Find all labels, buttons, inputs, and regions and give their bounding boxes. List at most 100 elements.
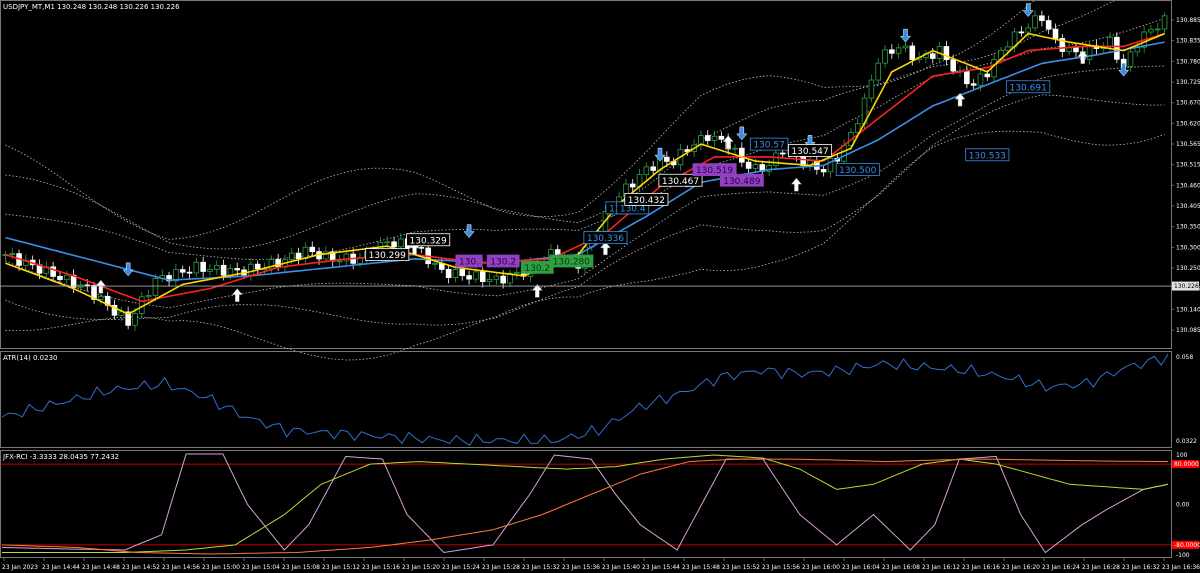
band-line (5, 18, 1165, 261)
price-label-text: 130.467 (662, 177, 699, 187)
rci-mid-line (2, 454, 1169, 553)
candle (773, 148, 779, 171)
atr-tick-label: 0.0322 (1176, 438, 1197, 445)
time-tick-label: 23 Jan 15:40 (602, 564, 640, 571)
candle (970, 79, 977, 91)
rci-lines (1, 453, 1169, 555)
candle (111, 299, 118, 320)
price-label-text: 130.2 (490, 258, 516, 268)
time-axis[interactable]: 23 Jan 2023 23 Jan 14:44 23 Jan 14:48 23 Ja… (2, 558, 1200, 571)
price-label-text: 130.691 (1010, 83, 1047, 93)
candle (1025, 23, 1032, 39)
candle (650, 161, 656, 176)
price-label-box: 130.489 (719, 173, 764, 187)
time-tick-label: 23 Jan 16:12 (922, 564, 960, 571)
candle (486, 273, 493, 286)
candle (50, 261, 56, 283)
price-tick-label: 130.085 (1176, 327, 1200, 334)
price-panel[interactable]: USDJPY_MT,M1 130.248 130.248 130.226 130… (0, 0, 1200, 361)
price-label-text: 130.4 (620, 204, 646, 214)
candle (214, 260, 220, 275)
time-tick-label: 23 Jan 16:32 (1122, 564, 1160, 571)
candle (57, 270, 63, 285)
time-tick-label: 23 Jan 15:08 (282, 564, 320, 571)
price-tick-label: 130.670 (1176, 100, 1200, 107)
price-panel-title: USDJPY_MT,M1 130.248 130.248 130.226 130… (3, 3, 180, 11)
time-tick-label: 23 Jan 16:20 (1002, 564, 1040, 571)
candle (1018, 26, 1025, 37)
time-tick-label: 23 Jan 15:52 (722, 564, 760, 571)
price-label-box: 130.329 (406, 233, 451, 246)
candle (152, 274, 159, 302)
time-tick-label: 23 Jan 16:36 (1162, 564, 1200, 571)
svg-text:80.0000: 80.0000 (1174, 461, 1199, 468)
time-tick-label: 23 Jan 15:04 (242, 564, 280, 571)
time-tick-label: 23 Jan 16:24 (1042, 564, 1080, 571)
candle (118, 307, 125, 322)
candle (1045, 15, 1052, 34)
svg-text:130.226: 130.226 (1174, 283, 1199, 290)
rci-level-tag: 80.0000 (1172, 460, 1199, 469)
candle (445, 264, 452, 284)
time-tick-label: 23 Jan 2023 (2, 564, 38, 571)
atr-panel[interactable]: ATR(14) 0.0230 0.058 0.0322 (0, 351, 1198, 448)
price-label-text: 130.519 (696, 166, 733, 176)
candle (1154, 23, 1161, 36)
price-label-text: 130.336 (587, 234, 624, 244)
rci-panel-title: JFX-RCI -3.3333 28.0435 77.2432 (2, 453, 119, 461)
sell-arrow-icon (654, 147, 666, 162)
price-axis[interactable]: 130.885 130.835 130.780 130.725 130.670 130.6… (1171, 17, 1200, 334)
price-tick-label: 130.885 (1176, 17, 1200, 24)
price-label-box: 130.432 (624, 192, 669, 206)
buy-arrow-icon (954, 92, 966, 107)
sell-arrow-icon (899, 28, 912, 43)
candle (336, 254, 343, 267)
time-tick-label: 23 Jan 15:28 (482, 564, 520, 571)
candle (739, 142, 745, 168)
candle (664, 151, 670, 168)
svg-text:-80.0000: -80.0000 (1174, 542, 1200, 549)
ma-fast-line (5, 32, 1165, 315)
buy-arrow-icon (790, 177, 802, 192)
candle (1039, 10, 1045, 27)
buy-arrow-icon (599, 241, 611, 256)
candle (193, 257, 200, 277)
time-tick-label: 23 Jan 15:00 (202, 564, 240, 571)
candle (125, 306, 131, 330)
ma-slow-line (5, 41, 1165, 281)
band-line (5, 0, 1036, 240)
rci-panel[interactable]: JFX-RCI -3.3333 28.0435 77.2432 80.0000 -… (0, 450, 1200, 560)
candle (820, 165, 827, 177)
candle (745, 158, 752, 175)
candle (732, 144, 738, 154)
candle (895, 43, 902, 59)
rci-axis: 100 0.00 -100 (1176, 452, 1190, 559)
rci-levels: 80.0000 -80.0000 (0, 460, 1200, 549)
candle (309, 241, 316, 256)
price-label-box: 130.336 (583, 231, 628, 244)
price-label-text: 130.547 (791, 147, 828, 157)
candle (711, 130, 718, 147)
time-tick-label: 23 Jan 14:52 (122, 564, 160, 571)
candle (704, 130, 711, 145)
band-line (5, 65, 1165, 309)
candle (1032, 10, 1038, 32)
candle (132, 308, 138, 332)
candle (514, 266, 520, 280)
candle (875, 57, 881, 86)
sell-arrow-icon (122, 262, 134, 277)
price-label-box: 130.57 (749, 137, 789, 151)
rci-short-line (1, 453, 1169, 554)
price-tick-label: 130.835 (1176, 38, 1200, 45)
price-label-box: 130.500 (835, 163, 880, 176)
rci-tick-label: 0.00 (1176, 502, 1190, 509)
atr-axis: 0.058 0.0322 (1176, 354, 1197, 445)
band-line (5, 94, 1165, 326)
price-label-box: 130.533 (965, 148, 1010, 161)
band-line (5, 130, 1165, 361)
price-label-text: 130.57 (753, 141, 785, 151)
current-price-tag: 130.226 (1172, 281, 1199, 291)
price-label-box: 130.467 (658, 173, 703, 187)
price-label-text: 130.432 (628, 196, 665, 206)
